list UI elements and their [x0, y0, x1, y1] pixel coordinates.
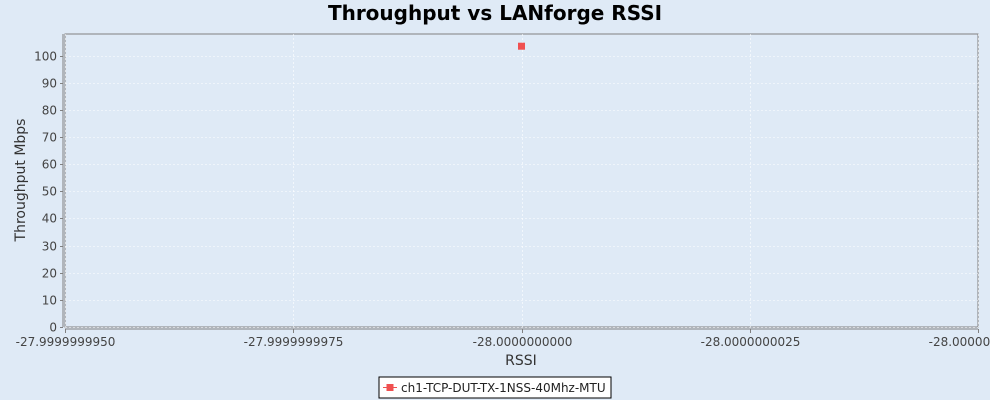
chart-title: Throughput vs LANforge RSSI [328, 1, 662, 25]
plot-area [64, 33, 979, 328]
legend-box [378, 376, 612, 399]
x-axis-label: RSSI [505, 353, 537, 369]
x-tick-label: -28.0000000025 [701, 335, 801, 349]
x-axis: -27.9999999950 -27.9999999975 -28.00000000… [16, 328, 990, 349]
y-tick-label: 80 [42, 104, 57, 118]
series-layer [518, 42, 525, 50]
x-tick-label: -28.0000000050 [929, 335, 990, 349]
y-tick-label: 60 [42, 158, 57, 172]
data-point [518, 42, 525, 50]
x-tick-label: -28.0000000000 [473, 335, 573, 349]
y-tick-label: 0 [49, 321, 57, 335]
grid-lines [65, 34, 979, 328]
y-tick-label: 70 [42, 131, 57, 145]
y-tick-label: 50 [42, 185, 57, 199]
y-tick-label: 30 [42, 240, 57, 254]
y-tick-label: 90 [42, 77, 57, 91]
y-tick-label: 10 [42, 294, 57, 308]
legend-marker-swatch [386, 384, 394, 391]
y-axis-label: Throughput Mbps [13, 119, 29, 243]
x-tick-label: -27.9999999975 [244, 335, 344, 349]
y-tick-label: 100 [34, 50, 57, 64]
y-axis: 0 10 20 30 40 50 60 70 80 90 100 [34, 34, 64, 335]
x-tick-label: -27.9999999950 [16, 335, 116, 349]
y-tick-label: 40 [42, 212, 57, 226]
legend: ch1-TCP-DUT-TX-1NSS-40Mhz-MTU [378, 376, 612, 399]
legend-entry-label: ch1-TCP-DUT-TX-1NSS-40Mhz-MTU [401, 381, 606, 395]
y-tick-label: 20 [42, 267, 57, 281]
